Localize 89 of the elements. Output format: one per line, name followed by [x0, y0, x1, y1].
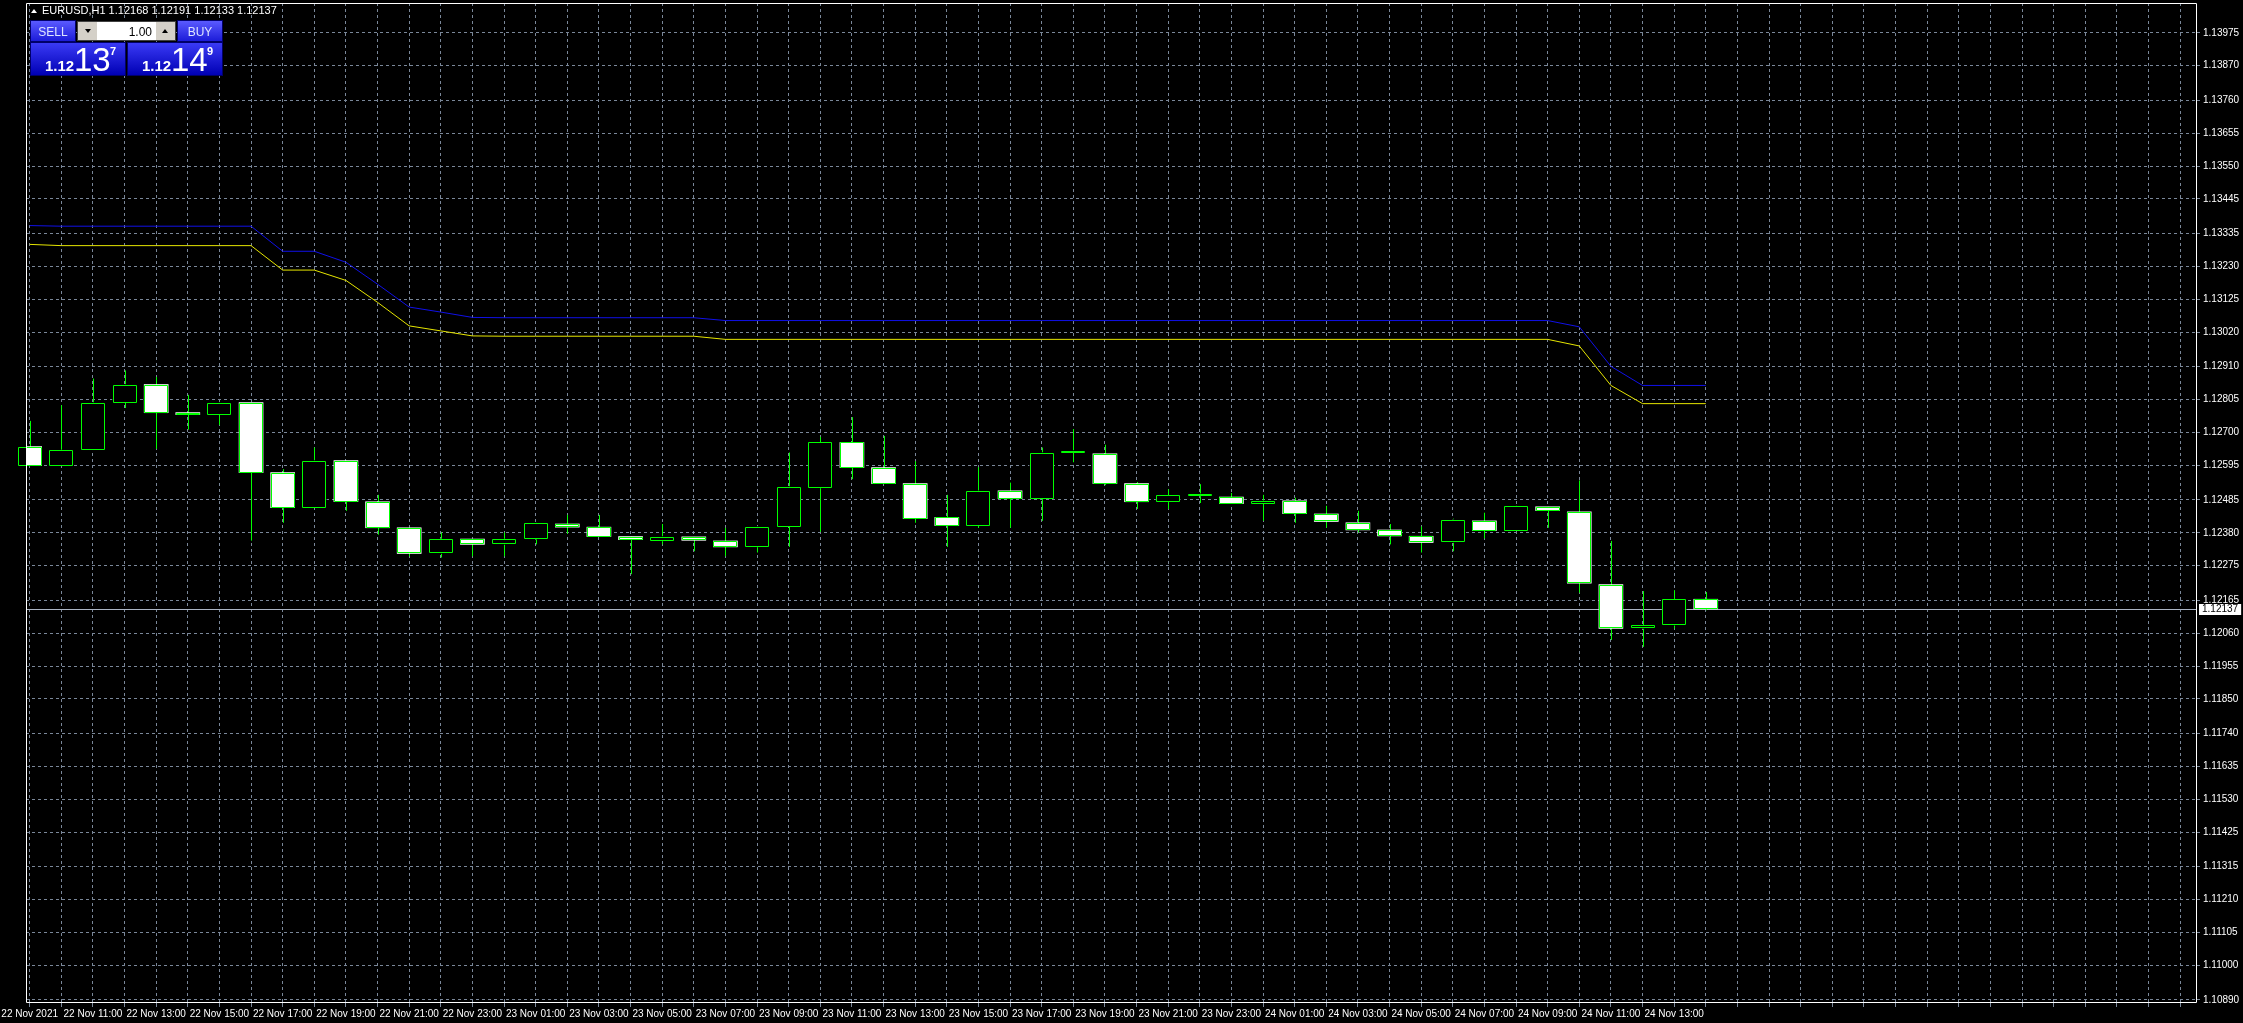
y-tick-label: 1.12165 — [2203, 593, 2240, 605]
annotation: 14 — [171, 41, 208, 78]
candlestick — [1630, 590, 1655, 648]
y-tick-label: 1.12595 — [2203, 459, 2240, 471]
y-tick-label: 1.13655 — [2203, 126, 2240, 138]
x-tick-label: 23 Nov 03:00 — [569, 1007, 630, 1019]
candlestick — [175, 394, 201, 431]
y-tick-label: 1.13760 — [2203, 93, 2240, 105]
y-tick-label: 1.12380 — [2203, 526, 2240, 538]
x-tick-label: 23 Nov 17:00 — [1011, 1007, 1072, 1019]
candlestick — [1250, 494, 1276, 522]
x-tick-label: 22 Nov 11:00 — [63, 1007, 123, 1019]
annotation: 1.12 — [142, 57, 172, 74]
y-tick-label: 1.11850 — [2203, 692, 2239, 704]
x-tick-label: 23 Nov 11:00 — [822, 1007, 882, 1019]
y-tick-label: 1.11635 — [2203, 760, 2239, 772]
x-tick-label: 23 Nov 01:00 — [505, 1007, 566, 1019]
x-tick-label: 24 Nov 03:00 — [1328, 1007, 1389, 1019]
y-tick-label: 1.13335 — [2203, 227, 2240, 239]
annotation: 1.00 — [128, 25, 152, 39]
candlestick — [1187, 483, 1213, 504]
x-tick-label: 23 Nov 09:00 — [758, 1007, 819, 1019]
candlestick — [1377, 523, 1402, 545]
candlestick — [1313, 505, 1339, 529]
candlestick — [1535, 506, 1560, 529]
x-tick-label: 22 Nov 21:00 — [379, 1007, 440, 1019]
y-tick-label: 1.13020 — [2203, 325, 2240, 337]
y-tick-label: 1.13125 — [2203, 292, 2240, 304]
y-tick-label: 1.11315 — [2203, 860, 2239, 872]
y-tick-label: 1.11000 — [2203, 959, 2239, 971]
y-tick-label: 1.11955 — [2203, 659, 2239, 671]
y-tick-label: 1.12910 — [2203, 360, 2240, 372]
x-tick-label: 23 Nov 13:00 — [885, 1007, 946, 1019]
y-tick-label: 1.13445 — [2203, 192, 2240, 204]
candlestick — [1060, 428, 1086, 463]
y-tick-label: 1.13230 — [2203, 260, 2240, 272]
chart-title: EURUSD,H1 1.12168 1.12191 1.12133 1.12137 — [42, 4, 277, 16]
y-tick-label: 1.13975 — [2203, 26, 2240, 38]
x-tick-label: 23 Nov 23:00 — [1201, 1007, 1262, 1019]
candlestick — [934, 494, 960, 548]
candlestick — [491, 531, 517, 557]
x-tick-label: 23 Nov 07:00 — [695, 1007, 756, 1019]
x-tick-label: 24 Nov 11:00 — [1581, 1007, 1641, 1019]
candlestick — [713, 527, 738, 557]
y-tick-label: 1.12060 — [2203, 626, 2240, 638]
candlestick — [1155, 488, 1181, 510]
candlestick — [1345, 510, 1371, 533]
x-tick-label: 24 Nov 13:00 — [1644, 1007, 1705, 1019]
y-tick-label: 1.10890 — [2203, 993, 2240, 1005]
y-tick-label: 1.11210 — [2203, 893, 2239, 905]
y-tick-label: 1.12275 — [2203, 559, 2240, 571]
x-tick-label: 22 Nov 2021 — [1, 1007, 59, 1019]
x-tick-label: 24 Nov 07:00 — [1454, 1007, 1515, 1019]
y-tick-label: 1.12485 — [2203, 493, 2240, 505]
y-tick-label: 1.11530 — [2203, 792, 2239, 804]
x-tick-label: 23 Nov 05:00 — [632, 1007, 693, 1019]
x-tick-label: 22 Nov 13:00 — [126, 1007, 187, 1019]
x-tick-label: 24 Nov 05:00 — [1391, 1007, 1452, 1019]
annotation: 1.12 — [45, 57, 75, 74]
quantity-field: 1.00 — [77, 21, 176, 41]
sell-button: SELL — [30, 20, 76, 42]
x-tick-label: 23 Nov 19:00 — [1075, 1007, 1136, 1019]
x-tick-label: 22 Nov 15:00 — [189, 1007, 250, 1019]
ref-line-label: 1.12137 — [2202, 603, 2239, 615]
x-tick-label: 22 Nov 23:00 — [442, 1007, 503, 1019]
candlestick — [1408, 526, 1434, 554]
y-tick-label: 1.13550 — [2203, 159, 2240, 171]
candlestick — [649, 523, 675, 545]
y-tick-label: 1.11740 — [2203, 727, 2239, 739]
x-tick-label: 24 Nov 09:00 — [1517, 1007, 1578, 1019]
candlestick — [554, 514, 580, 535]
x-tick-label: 23 Nov 15:00 — [948, 1007, 1009, 1019]
annotation: SELL — [37, 25, 69, 39]
y-tick-label: 1.13870 — [2203, 59, 2240, 71]
buy-button: BUY — [177, 20, 223, 42]
annotation: BUY — [186, 25, 214, 39]
candlestick — [618, 536, 643, 575]
y-tick-label: 1.11425 — [2203, 825, 2239, 837]
x-tick-label: 23 Nov 21:00 — [1138, 1007, 1199, 1019]
annotation: 9 — [207, 45, 214, 57]
y-tick-label: 1.12805 — [2203, 393, 2240, 405]
annotation: 13 — [74, 41, 111, 78]
x-tick-label: 22 Nov 17:00 — [252, 1007, 313, 1019]
annotation: 7 — [110, 45, 117, 57]
x-tick-label: 24 Nov 01:00 — [1264, 1007, 1325, 1019]
y-tick-label: 1.12700 — [2203, 426, 2240, 438]
x-tick-label: 22 Nov 19:00 — [316, 1007, 377, 1019]
y-tick-label: 1.11105 — [2203, 926, 2239, 938]
candlestick — [997, 482, 1023, 529]
